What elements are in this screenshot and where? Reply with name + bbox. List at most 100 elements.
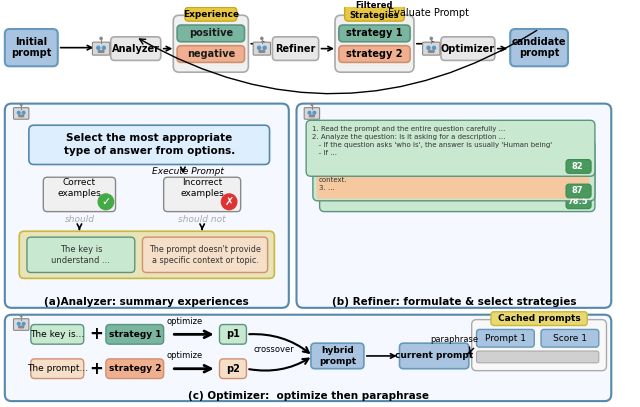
FancyBboxPatch shape <box>566 160 591 173</box>
Text: 3. ...: 3. ... <box>325 182 341 188</box>
Circle shape <box>313 112 316 114</box>
Circle shape <box>98 50 100 53</box>
Text: 82: 82 <box>572 162 584 171</box>
Text: 1. Read the question carefully to understand its essence ...: 1. Read the question carefully to unders… <box>325 166 532 173</box>
Text: The prompt...: The prompt... <box>27 364 88 373</box>
Circle shape <box>22 115 24 117</box>
Circle shape <box>260 37 263 39</box>
Circle shape <box>97 46 100 49</box>
Circle shape <box>309 115 311 117</box>
Text: Execute Prompt: Execute Prompt <box>152 167 223 176</box>
Text: p1: p1 <box>226 329 240 339</box>
Text: positive: positive <box>189 28 233 38</box>
Text: strategy 2: strategy 2 <box>346 49 403 59</box>
FancyBboxPatch shape <box>185 7 237 21</box>
Text: Score 1: Score 1 <box>553 334 587 343</box>
FancyBboxPatch shape <box>31 324 84 344</box>
Circle shape <box>428 50 430 53</box>
Circle shape <box>430 50 432 53</box>
Circle shape <box>22 322 25 325</box>
Text: Analyzer: Analyzer <box>112 44 160 54</box>
FancyBboxPatch shape <box>31 359 84 379</box>
Text: Initial
prompt: Initial prompt <box>11 37 51 59</box>
Text: crossover: crossover <box>254 345 295 354</box>
FancyBboxPatch shape <box>92 42 109 55</box>
FancyBboxPatch shape <box>422 42 440 55</box>
Circle shape <box>432 50 434 53</box>
Text: 2. Try to understand the context. If there's no evident context given in the: 2. Try to understand the context. If the… <box>319 153 579 160</box>
Text: Refiner: Refiner <box>275 44 316 54</box>
Circle shape <box>22 112 25 114</box>
Circle shape <box>20 103 22 105</box>
FancyBboxPatch shape <box>13 107 29 119</box>
FancyBboxPatch shape <box>472 319 607 371</box>
FancyBboxPatch shape <box>29 125 269 164</box>
Circle shape <box>20 115 22 117</box>
Text: The prompt doesn't provide
a specific context or topic.: The prompt doesn't provide a specific co… <box>149 245 261 265</box>
Circle shape <box>102 50 104 53</box>
Text: +: + <box>90 360 103 378</box>
FancyBboxPatch shape <box>317 167 589 191</box>
Circle shape <box>259 50 261 53</box>
Text: optimize: optimize <box>166 317 203 326</box>
FancyBboxPatch shape <box>510 29 568 66</box>
Circle shape <box>427 46 430 49</box>
Text: - If ...: - If ... <box>312 150 337 156</box>
FancyBboxPatch shape <box>541 329 599 347</box>
Text: The key is
understand ...: The key is understand ... <box>51 245 110 265</box>
Circle shape <box>313 115 314 117</box>
Text: 2. Look at the provided options ...: 2. Look at the provided options ... <box>325 174 444 180</box>
Text: Prompt 1: Prompt 1 <box>485 334 526 343</box>
Text: should: should <box>65 215 95 224</box>
FancyBboxPatch shape <box>220 359 246 379</box>
Text: hybrid
prompt: hybrid prompt <box>319 346 356 365</box>
FancyBboxPatch shape <box>399 343 469 369</box>
Text: Incorrect
examples: Incorrect examples <box>180 178 224 198</box>
FancyBboxPatch shape <box>5 104 289 308</box>
Text: Filtered
Strategies: Filtered Strategies <box>349 1 399 20</box>
Circle shape <box>430 37 433 39</box>
FancyBboxPatch shape <box>5 315 611 401</box>
Circle shape <box>308 112 311 114</box>
FancyBboxPatch shape <box>477 351 599 363</box>
Circle shape <box>311 115 313 117</box>
Circle shape <box>19 115 20 117</box>
Circle shape <box>263 50 265 53</box>
FancyBboxPatch shape <box>335 15 414 72</box>
FancyBboxPatch shape <box>319 160 595 212</box>
Text: strategy 1: strategy 1 <box>109 330 161 339</box>
Text: candidate
prompt: candidate prompt <box>512 37 566 59</box>
FancyBboxPatch shape <box>164 177 241 212</box>
FancyBboxPatch shape <box>173 15 248 72</box>
Circle shape <box>19 326 20 328</box>
Text: 1. Read the prompt and the entire question carefully ...: 1. Read the prompt and the entire questi… <box>312 126 505 132</box>
FancyBboxPatch shape <box>344 0 404 21</box>
Circle shape <box>221 194 237 210</box>
FancyBboxPatch shape <box>106 359 164 379</box>
Text: Optimizer: Optimizer <box>441 44 495 54</box>
FancyBboxPatch shape <box>106 324 164 344</box>
Text: (b) Refiner: formulate & select strategies: (b) Refiner: formulate & select strategi… <box>332 297 576 307</box>
Circle shape <box>102 46 106 49</box>
Text: strategy 1: strategy 1 <box>346 28 403 38</box>
Text: 3. ...: 3. ... <box>319 185 334 191</box>
Text: - If the question asks 'who is', the answer is usually 'Human being': - If the question asks 'who is', the ans… <box>312 142 552 148</box>
FancyBboxPatch shape <box>253 42 271 55</box>
FancyBboxPatch shape <box>339 46 410 62</box>
Text: 78.5: 78.5 <box>567 197 588 206</box>
FancyBboxPatch shape <box>177 25 244 42</box>
Circle shape <box>311 103 313 105</box>
Text: Select the most appropriate: Select the most appropriate <box>66 133 232 143</box>
Text: type of answer from options.: type of answer from options. <box>63 146 235 156</box>
Circle shape <box>98 194 113 210</box>
FancyBboxPatch shape <box>441 37 495 60</box>
Text: 1. Began by closely reading the question ...: 1. Began by closely reading the question… <box>319 146 471 152</box>
FancyBboxPatch shape <box>304 107 319 119</box>
FancyBboxPatch shape <box>317 175 589 199</box>
Text: context.: context. <box>319 177 348 183</box>
FancyBboxPatch shape <box>317 160 589 183</box>
Text: negative: negative <box>187 49 235 59</box>
Circle shape <box>20 315 22 317</box>
Text: optimize: optimize <box>166 351 203 361</box>
FancyBboxPatch shape <box>273 37 319 60</box>
